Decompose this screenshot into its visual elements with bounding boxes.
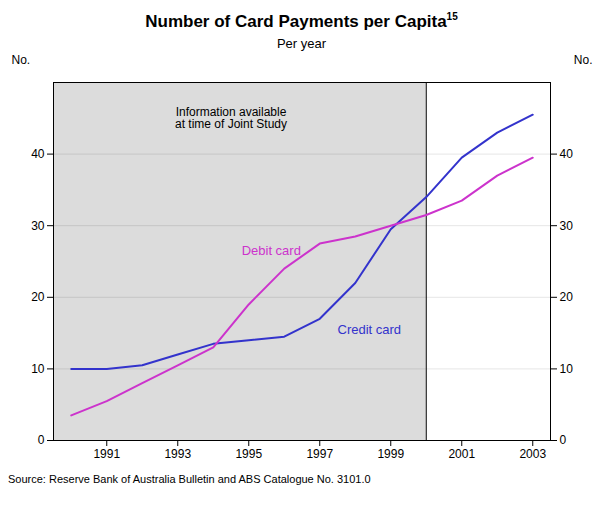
svg-text:No.: No. [12, 53, 31, 67]
svg-text:20: 20 [560, 290, 574, 304]
svg-text:0: 0 [560, 433, 567, 447]
svg-text:1991: 1991 [93, 447, 120, 461]
svg-text:1995: 1995 [235, 447, 262, 461]
svg-text:0: 0 [38, 433, 45, 447]
svg-text:40: 40 [31, 147, 45, 161]
svg-text:Debit card: Debit card [242, 243, 301, 258]
svg-text:10: 10 [560, 361, 574, 375]
svg-text:Credit card: Credit card [338, 321, 402, 336]
html-text:Number of Card Payments per Ca: Number of Card Payments per Capita15 [145, 11, 458, 31]
svg-text:1997: 1997 [306, 447, 333, 461]
svg-text:40: 40 [560, 147, 574, 161]
svg-text:30: 30 [31, 218, 45, 232]
html-text:Source: Reserve Bank of Austra: Source: Reserve Bank of Australia Bullet… [8, 472, 371, 485]
svg-text:2001: 2001 [448, 447, 475, 461]
svg-text:20: 20 [31, 290, 45, 304]
svg-text:2003: 2003 [519, 447, 546, 461]
svg-text:No.: No. [574, 53, 593, 67]
svg-text:10: 10 [31, 361, 45, 375]
svg-text:1993: 1993 [164, 447, 191, 461]
svg-text:30: 30 [560, 218, 574, 232]
svg-text:1999: 1999 [377, 447, 404, 461]
html-text:Per year: Per year [276, 35, 327, 51]
svg-text:Information availableat time o: Information availableat time of Joint St… [175, 105, 287, 131]
